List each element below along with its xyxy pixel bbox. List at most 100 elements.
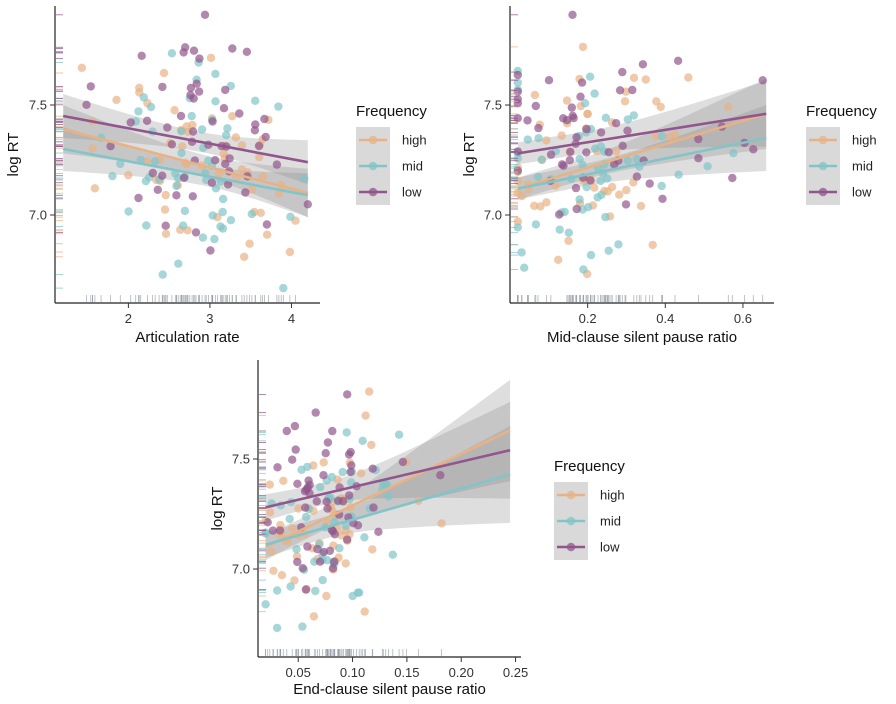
regression-lines	[517, 112, 767, 190]
data-point-mid	[520, 263, 529, 272]
data-point-mid	[729, 149, 738, 158]
data-point-low	[513, 70, 522, 80]
legend-dot-mid	[818, 161, 828, 171]
x-axis-title: End-clause silent pause ratio	[293, 681, 486, 698]
data-point-mid	[534, 134, 543, 143]
data-point-low	[638, 60, 648, 69]
data-point-high	[237, 141, 247, 150]
data-point-low	[369, 503, 378, 512]
data-point-high	[536, 202, 545, 211]
data-point-low	[632, 172, 642, 181]
data-point-low	[158, 171, 167, 180]
data-point-mid	[210, 234, 219, 244]
data-point-mid	[177, 148, 186, 158]
data-point-high	[206, 53, 216, 62]
data-point-mid	[348, 591, 357, 601]
data-point-low	[273, 463, 282, 472]
data-point-mid	[585, 72, 595, 81]
data-point-low	[328, 564, 338, 573]
data-point-low	[153, 185, 162, 194]
data-point-low	[293, 557, 302, 567]
data-point-high	[530, 90, 540, 100]
data-point-low	[188, 192, 197, 201]
fit-line-mid	[62, 147, 309, 197]
data-point-low	[189, 94, 198, 103]
data-point-mid	[310, 557, 319, 566]
data-point-mid	[286, 582, 295, 591]
data-point-low	[347, 461, 356, 470]
data-point-low	[268, 526, 278, 535]
data-point-low	[262, 220, 272, 229]
data-point-high	[135, 83, 144, 93]
data-point-mid	[593, 193, 602, 202]
data-point-high	[367, 440, 376, 450]
data-point-mid	[623, 156, 632, 165]
data-point-mid	[355, 588, 364, 597]
fit-line-low	[62, 114, 309, 164]
legend-label-high: high	[600, 488, 625, 503]
data-point-low	[322, 497, 331, 506]
data-point-low	[565, 156, 574, 165]
data-point-mid	[582, 182, 591, 192]
data-point-low	[163, 123, 172, 132]
data-point-mid	[360, 533, 369, 542]
fit-line-low	[517, 112, 767, 155]
data-point-mid	[358, 436, 367, 445]
data-point-high	[361, 411, 370, 420]
data-point-high	[247, 185, 257, 194]
x-tick-label: 3	[206, 311, 213, 326]
x-tick-label: 0.10	[340, 665, 365, 680]
data-point-high	[612, 147, 621, 156]
data-point-low	[282, 426, 291, 436]
data-point-high	[161, 229, 171, 238]
axes	[253, 360, 521, 662]
data-point-low	[694, 154, 703, 163]
data-point-low	[300, 487, 310, 496]
data-point-high	[277, 571, 287, 580]
data-point-mid	[590, 89, 599, 98]
data-point-low	[312, 497, 321, 506]
data-point-mid	[251, 96, 260, 106]
data-point-low	[758, 76, 767, 85]
data-point-low	[195, 54, 204, 63]
data-point-mid	[142, 221, 151, 230]
data-point-high	[341, 559, 350, 568]
data-point-low	[596, 128, 606, 137]
x-tick-label: 0.15	[394, 665, 419, 680]
rug-marks	[259, 393, 443, 656]
data-point-low	[623, 126, 632, 135]
data-point-mid	[223, 124, 232, 133]
data-point-mid	[388, 550, 397, 559]
data-point-low	[344, 491, 354, 500]
data-point-mid	[580, 99, 590, 108]
data-point-low	[192, 79, 201, 88]
x-tick-label: 0.2	[579, 311, 597, 326]
data-point-low	[544, 76, 554, 85]
data-point-mid	[124, 207, 133, 216]
data-point-mid	[394, 430, 404, 439]
data-point-low	[176, 111, 186, 121]
data-point-low	[301, 585, 311, 594]
x-tick-label: 0.6	[734, 311, 752, 326]
data-point-mid	[177, 127, 186, 136]
data-point-high	[530, 201, 539, 210]
y-axis-title: log RT	[209, 487, 226, 531]
data-point-low	[323, 438, 333, 447]
data-point-high	[615, 190, 624, 199]
rug-marks	[56, 14, 296, 302]
panel-end-clause-pause: 0.05 0.10 0.15 0.20 0.25 7.0 7.5 End-clause si…	[209, 360, 625, 698]
legend-title: Frequency	[806, 103, 877, 120]
data-point-high	[437, 519, 446, 528]
x-tick-label: 0.25	[503, 665, 528, 680]
data-point-high	[590, 183, 599, 192]
axes	[50, 6, 320, 308]
data-point-high	[279, 476, 288, 485]
data-point-high	[356, 469, 366, 478]
fit-line-high	[265, 429, 511, 549]
data-point-high	[112, 95, 121, 105]
data-point-low	[288, 455, 297, 464]
data-point-low	[260, 114, 269, 124]
data-point-low	[645, 179, 654, 188]
